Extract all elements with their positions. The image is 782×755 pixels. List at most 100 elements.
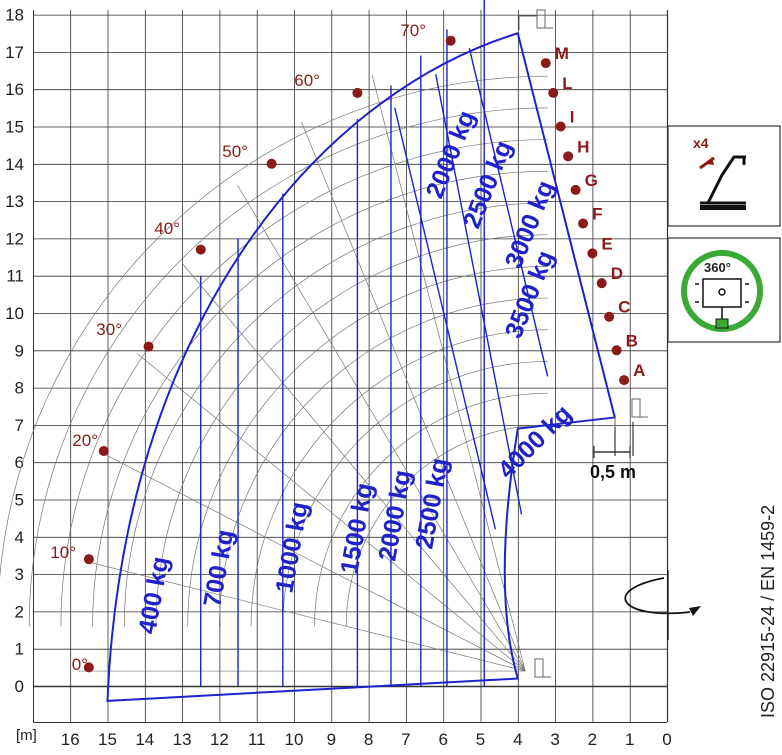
load-zone-lines: [200, 0, 549, 686]
x-tick-label: 5: [476, 730, 485, 749]
y-tick-label: 11: [6, 267, 24, 286]
angle-marker-label: 10°: [50, 543, 76, 562]
angle-marker-dot: [195, 244, 206, 255]
angle-marker-label: 20°: [72, 431, 98, 450]
load-zone-line: [435, 74, 523, 515]
dimension-half-metre: 0,5 m: [590, 422, 636, 482]
angle-marker-label: 50°: [222, 142, 248, 161]
load-label: 700 kg: [198, 528, 239, 610]
y-tick-label: 13: [5, 192, 24, 211]
x-tick-label: 11: [248, 730, 266, 749]
angle-markers: 0° 10° 20° 30° 40° 50° 60° 70°: [50, 21, 456, 674]
extension-arc: [92, 170, 548, 627]
extension-marker-label: M: [555, 44, 569, 63]
rotation-label: 360°: [704, 260, 731, 275]
y-tick-label: 2: [15, 602, 24, 621]
x-tick-label: 15: [98, 730, 117, 749]
angle-ray: [182, 263, 526, 672]
extension-marker-label: B: [626, 331, 638, 350]
y-tick-label: 3: [15, 565, 24, 584]
extension-marker-label: C: [618, 298, 630, 317]
angle-ray: [104, 453, 526, 672]
y-tick-label: 18: [5, 6, 24, 25]
angle-ray: [237, 185, 526, 672]
load-label: 4000 kg: [492, 400, 577, 485]
angle-marker-dot: [143, 341, 154, 352]
fork-icon-right: [614, 398, 648, 427]
load-label: 1500 kg: [335, 481, 379, 576]
extension-arc: [0, 75, 548, 579]
x-tick-label: 13: [173, 730, 192, 749]
angle-marker-dot: [352, 87, 363, 98]
extension-marker-label: A: [633, 361, 645, 380]
angle-marker-label: 60°: [294, 71, 320, 90]
angle-marker-label: 70°: [400, 21, 426, 40]
x-tick-label: 0: [662, 730, 671, 749]
x-tick-label: 8: [364, 730, 373, 749]
extension-arc: [28, 107, 548, 627]
angle-marker-dot: [83, 662, 94, 673]
extension-marker-dot: [570, 184, 581, 195]
extension-marker-dot: [578, 218, 589, 229]
standard-label: ISO 22915-24 / EN 1459-2: [758, 505, 778, 718]
x-tick-label: 7: [401, 730, 410, 749]
x-tick-label: 1: [625, 730, 634, 749]
extension-marker-dot: [611, 345, 622, 356]
angle-marker-dot: [445, 35, 456, 46]
y-tick-label: 7: [15, 416, 24, 435]
y-tick-label: 12: [5, 229, 24, 248]
extension-marker-dot: [587, 248, 598, 259]
extension-arc: [345, 424, 548, 627]
extension-marker-dot: [540, 58, 551, 69]
angle-marker-label: 40°: [154, 219, 180, 238]
slew-rotation-icon: [624, 570, 701, 640]
extension-marker-dot: [619, 375, 630, 386]
y-tick-label: 16: [5, 80, 24, 99]
axis-ticks: 16 15 14 13 12 11 10 9 8 7 6 5 4 3 2 1 00123456789101112…: [5, 6, 672, 749]
y-tick-label: 1: [15, 640, 24, 659]
x-tick-label: 14: [135, 730, 154, 749]
angle-marker-dot: [98, 446, 109, 457]
x-tick-label: 2: [588, 730, 597, 749]
rotation-icon: 360°: [667, 237, 781, 343]
extension-marker-dot: [604, 311, 615, 322]
angle-marker-dot: [266, 158, 277, 169]
y-tick-label: 6: [15, 453, 24, 472]
extension-marker-label: F: [592, 204, 602, 223]
extension-marker-label: D: [611, 264, 623, 283]
extension-arc: [123, 202, 548, 627]
load-zone-line: [394, 107, 497, 530]
extension-arc: [250, 329, 548, 627]
extension-arcs: [0, 75, 548, 627]
reach-envelope: [106, 31, 617, 702]
extension-arc: [60, 139, 548, 627]
y-tick-label: 8: [15, 379, 24, 398]
x-tick-label: 4: [513, 730, 522, 749]
x-tick-label: 12: [210, 730, 229, 749]
load-label: 1000 kg: [270, 500, 314, 595]
x-tick-label: 3: [550, 730, 559, 749]
y-tick-label: 17: [5, 43, 24, 62]
y-tick-label: 10: [5, 304, 24, 323]
x-tick-label: 10: [285, 730, 304, 749]
extension-marker-label: L: [562, 74, 572, 93]
angle-marker-dot: [83, 554, 94, 565]
y-tick-label: 9: [15, 341, 24, 360]
y-tick-label: 5: [15, 491, 24, 510]
extension-marker-dot: [563, 151, 574, 162]
extension-arc: [282, 361, 548, 627]
angle-marker-label: 0°: [72, 655, 88, 674]
extension-marker-label: E: [601, 234, 612, 253]
y-tick-label: 14: [5, 155, 24, 174]
dimension-label: 0,5 m: [590, 462, 636, 482]
y-tick-label: 4: [15, 528, 24, 547]
angle-ray: [84, 560, 526, 672]
fork-icon-top: [518, 9, 553, 30]
extension-marker-dot: [596, 278, 607, 289]
angle-ray: [301, 121, 526, 672]
angle-ray: [137, 353, 526, 672]
y-tick-label: 15: [5, 118, 24, 137]
outrigger-icon: x4: [667, 125, 781, 227]
